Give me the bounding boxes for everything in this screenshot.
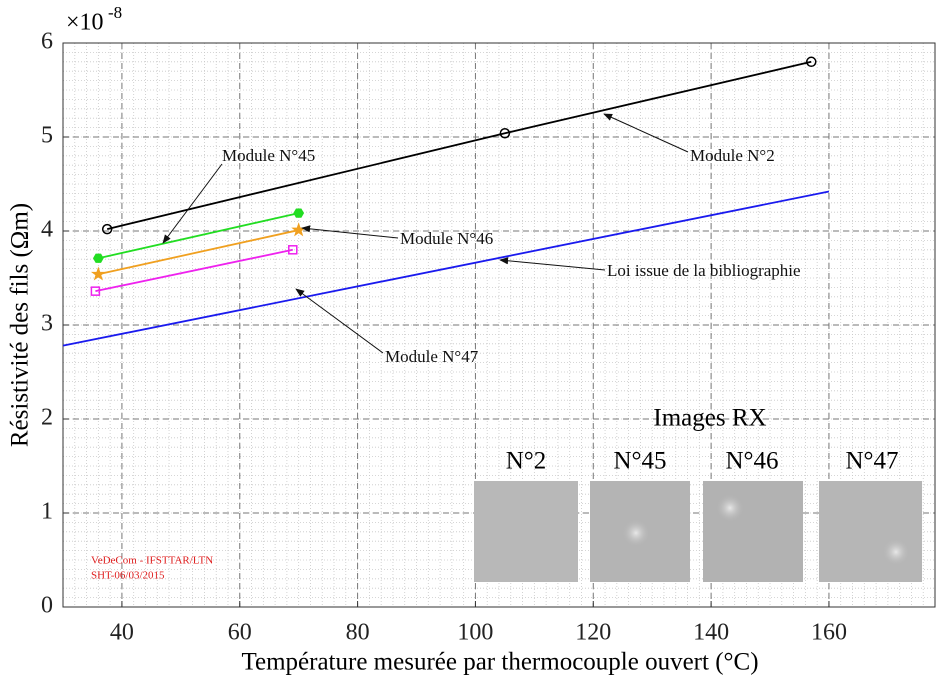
xray-spot xyxy=(882,538,910,566)
y-axis-label: Résistivité des fils (Ωm) xyxy=(7,203,34,447)
x-tick-label: 160 xyxy=(811,620,847,646)
x-tick-label: 100 xyxy=(457,620,493,646)
inset-title: Images RX xyxy=(653,405,766,432)
xray-spot xyxy=(622,519,650,547)
x-tick-label: 60 xyxy=(228,620,252,646)
annotation: Module N°46 xyxy=(400,229,493,248)
y-scale-base: ×10 xyxy=(66,10,104,36)
watermark: SHT-06/03/2015 xyxy=(91,570,165,582)
annotation: Module N°45 xyxy=(222,146,315,165)
y-tick-label: 6 xyxy=(41,29,53,55)
y-tick-label: 5 xyxy=(41,123,53,149)
inset-label: N°46 xyxy=(725,448,778,475)
xray-image xyxy=(819,481,922,582)
inset-label: N°45 xyxy=(613,448,666,475)
grid xyxy=(62,42,936,608)
point xyxy=(499,127,511,139)
point xyxy=(101,223,113,235)
x-tick-label: 40 xyxy=(110,620,134,646)
watermark: VeDeCom - IFSTTAR/LTN xyxy=(91,555,213,567)
x-tick-label: 120 xyxy=(575,620,611,646)
xray-spot xyxy=(716,494,744,522)
point xyxy=(90,266,106,281)
x-axis-label: Température mesurée par thermocouple ouv… xyxy=(241,649,758,676)
point xyxy=(293,208,305,218)
point xyxy=(90,286,101,296)
series-line xyxy=(98,212,299,260)
series-line xyxy=(98,229,299,276)
annotation-arrow xyxy=(603,113,689,153)
point xyxy=(291,222,307,237)
annotation: Module N°2 xyxy=(690,146,775,165)
y-tick-label: 0 xyxy=(41,593,53,619)
annotation-arrow xyxy=(295,288,384,354)
y-scale-exponent: -8 xyxy=(108,3,122,22)
annotation: Module N°47 xyxy=(385,347,479,366)
point xyxy=(806,56,817,68)
y-tick-label: 1 xyxy=(41,499,53,525)
inset-label: N°2 xyxy=(506,448,547,475)
annotation-arrow xyxy=(301,225,399,239)
inset-label: N°47 xyxy=(845,448,898,475)
point xyxy=(92,253,104,263)
y-tick-label: 3 xyxy=(41,311,53,337)
xray-image xyxy=(703,481,803,582)
annotation: Loi issue de la bibliographie xyxy=(607,261,801,280)
x-tick-label: 80 xyxy=(346,620,370,646)
series-line xyxy=(95,248,293,293)
point xyxy=(288,245,298,255)
annotation-arrow xyxy=(499,257,606,271)
inset-images xyxy=(474,481,922,582)
y-tick-label: 4 xyxy=(41,217,53,243)
series-line xyxy=(62,190,830,347)
annotation-arrow xyxy=(162,163,223,244)
series-line xyxy=(106,60,812,230)
x-tick-label: 140 xyxy=(693,620,729,646)
plot-frame xyxy=(62,42,936,608)
xray-image xyxy=(474,481,578,582)
y-tick-label: 2 xyxy=(41,405,53,431)
